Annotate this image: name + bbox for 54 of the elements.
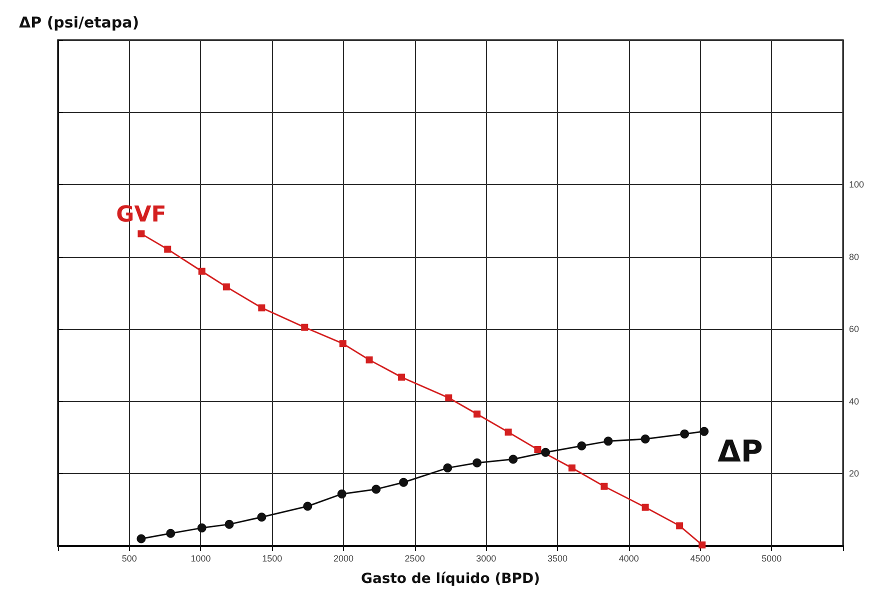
point — [445, 394, 452, 402]
point — [604, 436, 613, 446]
point — [640, 434, 650, 444]
point — [258, 304, 266, 312]
y-tick-label: 20 — [849, 468, 860, 479]
point — [700, 426, 709, 436]
point — [474, 410, 481, 418]
point — [398, 374, 406, 381]
point — [472, 458, 482, 468]
point — [301, 324, 308, 331]
point — [642, 504, 649, 511]
x-tick-label: 5000 — [762, 554, 782, 564]
point — [166, 528, 176, 538]
point — [372, 484, 381, 494]
point — [224, 520, 234, 529]
point — [399, 478, 408, 487]
point — [508, 454, 518, 464]
y-tick-label: 60 — [849, 324, 860, 334]
point — [680, 429, 690, 438]
point — [197, 523, 206, 532]
x-tick-label: 500 — [122, 554, 137, 564]
x-tick-label: 3500 — [548, 554, 568, 564]
point — [698, 541, 706, 548]
point — [257, 512, 266, 522]
point — [541, 448, 550, 457]
y-tick-label: 80 — [849, 252, 860, 262]
point — [339, 340, 346, 348]
x-tick-label: 4000 — [618, 554, 639, 564]
x-tick-label: 3000 — [476, 554, 496, 564]
point — [303, 502, 312, 511]
point — [676, 522, 684, 530]
point — [222, 283, 230, 290]
point — [600, 482, 608, 490]
x-axis-title: Gasto de líquido (BPD) — [360, 571, 540, 587]
y-tick-label: 100 — [849, 180, 864, 190]
point — [568, 464, 576, 472]
point — [534, 446, 542, 453]
point — [443, 463, 452, 472]
point — [366, 356, 373, 364]
y-axis-title: ΔP (psi/etapa) — [19, 14, 140, 32]
point — [138, 230, 145, 238]
series-label: ΔP — [718, 434, 763, 470]
x-tick-label: 4500 — [690, 554, 710, 564]
y-tick-label: 40 — [849, 396, 860, 406]
x-tick-label: 1000 — [190, 554, 211, 564]
x-tick-label: 2000 — [333, 554, 354, 564]
point — [198, 268, 206, 275]
point — [136, 534, 146, 544]
point — [164, 246, 172, 253]
point — [577, 441, 586, 450]
point — [337, 489, 346, 498]
x-tick-label: 1500 — [262, 554, 282, 564]
x-tick-label: 2500 — [404, 554, 425, 564]
point — [504, 428, 512, 436]
